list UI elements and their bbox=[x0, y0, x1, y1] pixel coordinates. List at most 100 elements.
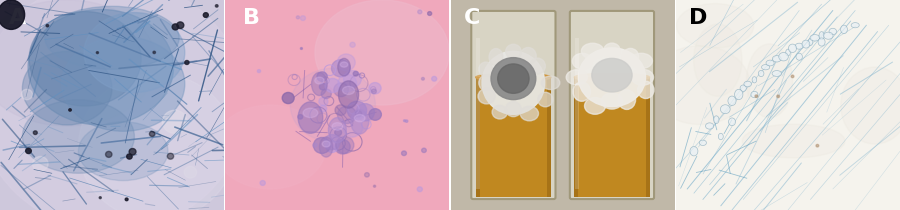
Circle shape bbox=[172, 24, 178, 30]
Ellipse shape bbox=[530, 58, 545, 74]
Circle shape bbox=[301, 16, 305, 21]
Ellipse shape bbox=[303, 108, 318, 118]
Ellipse shape bbox=[214, 105, 326, 189]
Ellipse shape bbox=[520, 47, 536, 65]
Circle shape bbox=[46, 25, 49, 27]
Circle shape bbox=[317, 72, 328, 81]
Circle shape bbox=[149, 131, 155, 136]
Ellipse shape bbox=[22, 51, 112, 125]
Ellipse shape bbox=[690, 147, 698, 156]
Circle shape bbox=[777, 95, 779, 98]
Ellipse shape bbox=[808, 39, 813, 45]
Circle shape bbox=[335, 129, 342, 136]
Ellipse shape bbox=[61, 37, 184, 131]
Circle shape bbox=[326, 141, 338, 152]
Circle shape bbox=[176, 22, 184, 29]
Circle shape bbox=[260, 181, 265, 185]
Circle shape bbox=[347, 101, 366, 119]
Ellipse shape bbox=[677, 4, 753, 48]
Circle shape bbox=[418, 187, 422, 192]
Circle shape bbox=[313, 138, 330, 153]
Ellipse shape bbox=[824, 32, 833, 39]
Ellipse shape bbox=[338, 58, 350, 76]
Circle shape bbox=[428, 12, 432, 15]
Ellipse shape bbox=[796, 53, 803, 60]
Ellipse shape bbox=[694, 24, 742, 96]
Ellipse shape bbox=[566, 70, 588, 85]
Ellipse shape bbox=[328, 118, 346, 143]
Bar bbox=[476, 77, 480, 197]
Ellipse shape bbox=[78, 122, 168, 181]
Ellipse shape bbox=[786, 49, 790, 56]
Ellipse shape bbox=[622, 48, 639, 65]
Ellipse shape bbox=[338, 81, 358, 108]
Ellipse shape bbox=[841, 25, 848, 34]
Ellipse shape bbox=[581, 43, 604, 59]
Circle shape bbox=[335, 139, 350, 154]
Ellipse shape bbox=[734, 89, 742, 100]
Ellipse shape bbox=[810, 35, 820, 41]
Circle shape bbox=[418, 10, 422, 14]
Ellipse shape bbox=[851, 23, 860, 28]
Bar bbox=[645, 77, 650, 197]
Bar bbox=[476, 77, 551, 197]
Circle shape bbox=[162, 110, 187, 133]
Ellipse shape bbox=[818, 38, 825, 46]
Ellipse shape bbox=[761, 64, 770, 70]
Ellipse shape bbox=[482, 51, 544, 114]
Ellipse shape bbox=[728, 96, 736, 105]
Ellipse shape bbox=[0, 0, 24, 29]
Circle shape bbox=[283, 92, 294, 104]
Bar bbox=[575, 38, 579, 189]
Ellipse shape bbox=[22, 100, 134, 173]
Ellipse shape bbox=[630, 53, 652, 68]
Ellipse shape bbox=[742, 124, 845, 158]
Circle shape bbox=[369, 83, 381, 94]
Ellipse shape bbox=[29, 12, 141, 106]
Ellipse shape bbox=[298, 102, 323, 133]
Circle shape bbox=[350, 42, 356, 47]
Circle shape bbox=[325, 78, 340, 93]
Circle shape bbox=[296, 16, 300, 19]
Ellipse shape bbox=[751, 91, 758, 98]
Ellipse shape bbox=[604, 43, 620, 58]
Ellipse shape bbox=[320, 137, 333, 157]
Ellipse shape bbox=[311, 72, 328, 96]
Circle shape bbox=[320, 105, 327, 112]
Ellipse shape bbox=[778, 52, 788, 61]
Circle shape bbox=[215, 5, 218, 7]
Ellipse shape bbox=[84, 13, 184, 92]
Ellipse shape bbox=[537, 92, 553, 107]
Ellipse shape bbox=[795, 43, 804, 49]
Text: C: C bbox=[464, 8, 481, 28]
Ellipse shape bbox=[772, 56, 781, 62]
Ellipse shape bbox=[498, 64, 529, 93]
Ellipse shape bbox=[45, 6, 179, 69]
Ellipse shape bbox=[492, 105, 508, 119]
Circle shape bbox=[96, 52, 98, 54]
Ellipse shape bbox=[819, 32, 824, 40]
FancyBboxPatch shape bbox=[472, 11, 555, 199]
Ellipse shape bbox=[759, 70, 764, 77]
Circle shape bbox=[125, 198, 128, 201]
Circle shape bbox=[432, 76, 436, 81]
Ellipse shape bbox=[0, 0, 247, 210]
Ellipse shape bbox=[829, 28, 837, 35]
Ellipse shape bbox=[592, 58, 632, 92]
Ellipse shape bbox=[78, 74, 235, 210]
Ellipse shape bbox=[343, 86, 355, 94]
Bar bbox=[574, 77, 579, 197]
Circle shape bbox=[334, 83, 348, 97]
Ellipse shape bbox=[788, 44, 796, 52]
Circle shape bbox=[301, 48, 302, 49]
Bar bbox=[574, 77, 650, 197]
Circle shape bbox=[127, 154, 132, 159]
Ellipse shape bbox=[572, 53, 592, 69]
Circle shape bbox=[153, 51, 156, 54]
Text: D: D bbox=[689, 8, 707, 28]
Ellipse shape bbox=[541, 76, 560, 89]
Circle shape bbox=[320, 83, 327, 90]
Circle shape bbox=[401, 151, 407, 156]
Circle shape bbox=[422, 148, 427, 152]
Ellipse shape bbox=[718, 133, 724, 140]
